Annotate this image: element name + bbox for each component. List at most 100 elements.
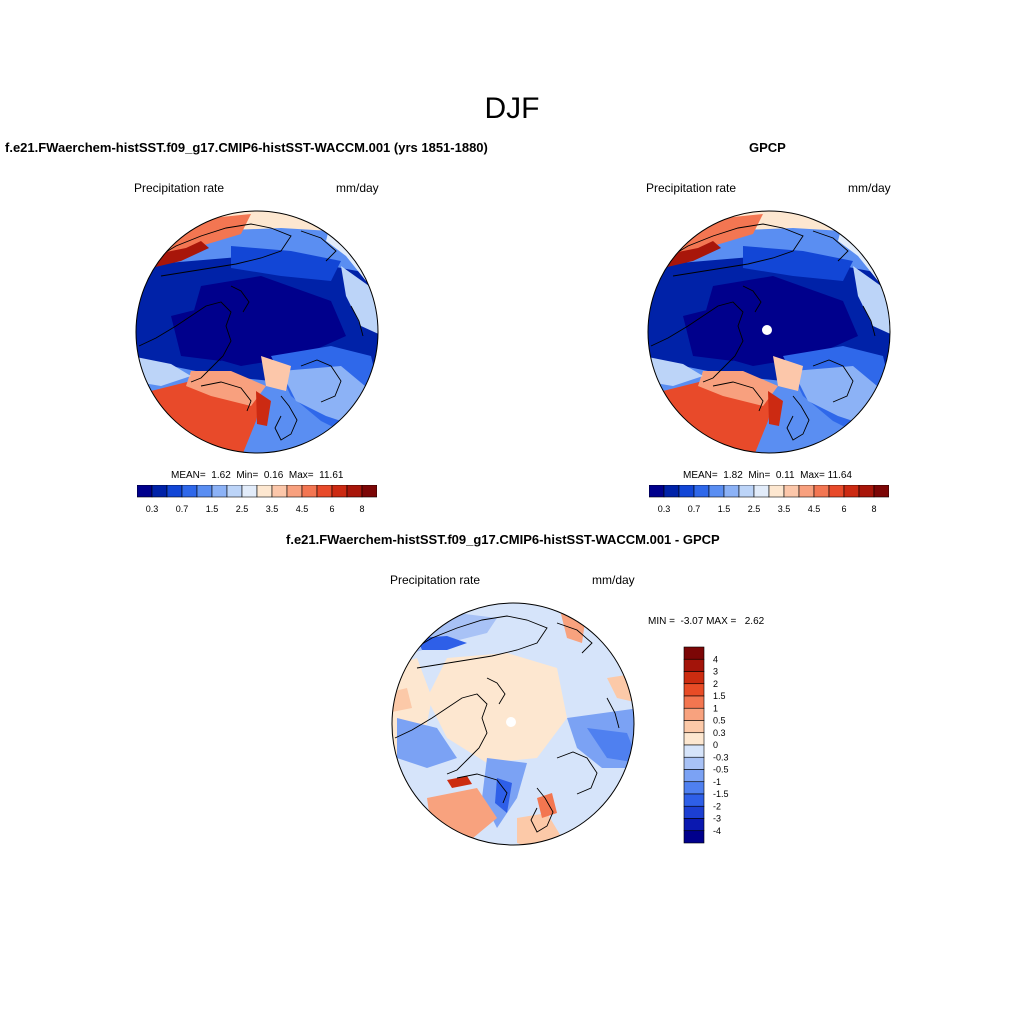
obs-map-border — [647, 210, 891, 454]
model-colorbar-box — [271, 485, 288, 498]
diff-map-border — [391, 602, 635, 846]
model-coastline — [138, 301, 232, 383]
obs-max-label: Max= — [800, 470, 825, 481]
model-precip-region — [256, 391, 271, 426]
model-colorbar-tick-label: 2.5 — [236, 504, 249, 514]
obs-min-value: 0.11 — [775, 470, 795, 481]
diff-colorbar-tick-label: 3 — [713, 667, 718, 677]
obs-polar-map — [647, 210, 891, 454]
model-mean-value: 1.62 — [211, 470, 231, 481]
obs-max-value: 11.64 — [827, 470, 852, 481]
model-colorbar-tick-label: 4.5 — [296, 504, 309, 514]
obs-precip-region — [658, 241, 721, 268]
diff-colorbar-tick-label: -2 — [713, 801, 721, 811]
model-precip-region — [231, 246, 341, 281]
diff-colorbar-box — [683, 695, 705, 709]
obs-units-label: mm/day — [848, 181, 891, 195]
model-colorbar-box — [286, 485, 303, 498]
obs-variable-label: Precipitation rate — [646, 181, 737, 195]
model-max-label: Max= — [288, 470, 314, 481]
model-units-label: mm/day — [336, 181, 379, 195]
obs-precip-region — [648, 356, 703, 386]
obs-coastline — [812, 230, 849, 262]
model-colorbar-box — [137, 485, 153, 498]
obs-colorbar: 0.3 0.7 1.5 2.5 3.5 4.5 6 8 — [649, 485, 889, 514]
obs-colorbar-box — [813, 485, 830, 498]
model-colorbar-tick-label: 0.7 — [176, 504, 189, 514]
diff-colorbar-box — [683, 793, 705, 807]
figure-title: DJF — [484, 92, 540, 125]
diff-precip-region — [495, 778, 512, 813]
diff-colorbar-box — [683, 756, 705, 770]
obs-precip-region — [773, 356, 803, 391]
obs-coastline — [862, 305, 876, 337]
obs-colorbar-tick-label: 6 — [841, 504, 846, 514]
obs-colorbar-tick-label: 0.7 — [688, 504, 701, 514]
model-precip-region — [261, 356, 291, 391]
diff-colorbar-tick-label: 2 — [713, 679, 718, 689]
obs-colorbar-tick-label: 3.5 — [778, 504, 791, 514]
diff-colorbar-box — [683, 744, 705, 758]
model-colorbar-tick-label: 3.5 — [266, 504, 279, 514]
obs-colorbar-tick-label: 8 — [871, 504, 876, 514]
diff-colorbar-tick-label: -4 — [713, 826, 721, 836]
obs-coastline — [662, 223, 804, 277]
model-colorbar-box — [226, 485, 243, 498]
model-colorbar-tick-label: 8 — [359, 504, 364, 514]
model-colorbar-tick-label: 0.3 — [146, 504, 159, 514]
obs-coastline — [650, 301, 744, 383]
diff-colorbar-box — [683, 818, 705, 832]
obs-colorbar-box — [649, 485, 665, 498]
model-coastline — [274, 395, 298, 441]
model-colorbar-box — [316, 485, 333, 498]
obs-coastline — [812, 359, 854, 403]
diff-colorbar-box — [683, 769, 705, 783]
model-coastline — [200, 381, 252, 412]
diff-panel-title: f.e21.FWaerchem-histSST.f09_g17.CMIP6-hi… — [286, 532, 720, 547]
model-coastline — [300, 359, 342, 403]
model-colorbar-box — [346, 485, 363, 498]
model-colorbar-box — [151, 485, 168, 498]
diff-colorbar-tick-label: -1 — [713, 777, 721, 787]
obs-colorbar-box — [828, 485, 845, 498]
model-stats: MEAN= 1.62 Min= 0.16 Max= 11.61 — [171, 470, 343, 481]
obs-precip-region — [743, 246, 853, 281]
diff-colorbar-box — [683, 658, 705, 672]
diff-colorbar: 4 3 2 1.5 1 0.5 0.3 0 -0.3 -0.5 -1 -1.5 -2 -3 -4 — [683, 646, 729, 844]
model-precip-region — [186, 371, 266, 406]
obs-coastline — [712, 381, 764, 412]
obs-stats: MEAN= 1.82 Min= 0.11 Max= 11.64 — [683, 470, 852, 481]
model-colorbar-tick-label: 6 — [329, 504, 334, 514]
obs-pole-hole — [762, 325, 772, 335]
model-precip-region — [341, 266, 378, 336]
diff-coastline — [456, 773, 508, 804]
diff-stats: MIN = -3.07 MAX = 2.62 — [648, 616, 764, 627]
model-colorbar-box — [241, 485, 258, 498]
diff-colorbar-box — [683, 683, 705, 697]
diff-polar-map — [391, 602, 635, 846]
diff-coastline — [530, 787, 554, 833]
diff-colorbar-box — [683, 720, 705, 734]
model-colorbar-tick-label: 1.5 — [206, 504, 219, 514]
obs-colorbar-box — [693, 485, 710, 498]
model-coastline — [150, 223, 292, 277]
model-min-label: Min= — [236, 470, 259, 481]
obs-precip-region — [683, 306, 753, 361]
obs-colorbar-box — [738, 485, 755, 498]
model-polar-map — [135, 210, 379, 454]
model-min-value: 0.16 — [263, 470, 284, 481]
model-mean-label: MEAN= — [171, 470, 206, 481]
model-precip-region — [136, 356, 191, 386]
model-panel-title: f.e21.FWaerchem-histSST.f09_g17.CMIP6-hi… — [5, 140, 488, 155]
model-colorbar-box — [331, 485, 348, 498]
model-colorbar-box — [211, 485, 228, 498]
diff-coastline — [606, 697, 620, 729]
model-colorbar-box — [181, 485, 198, 498]
diff-colorbar-tick-label: 1.5 — [713, 691, 726, 701]
diff-max-label: MAX = — [706, 616, 737, 627]
obs-min-label: Min= — [748, 470, 771, 481]
obs-colorbar-box — [873, 485, 889, 498]
diff-colorbar-box — [683, 805, 705, 819]
diff-min-label: MIN = — [648, 616, 675, 627]
model-variable-label: Precipitation rate — [134, 181, 225, 195]
